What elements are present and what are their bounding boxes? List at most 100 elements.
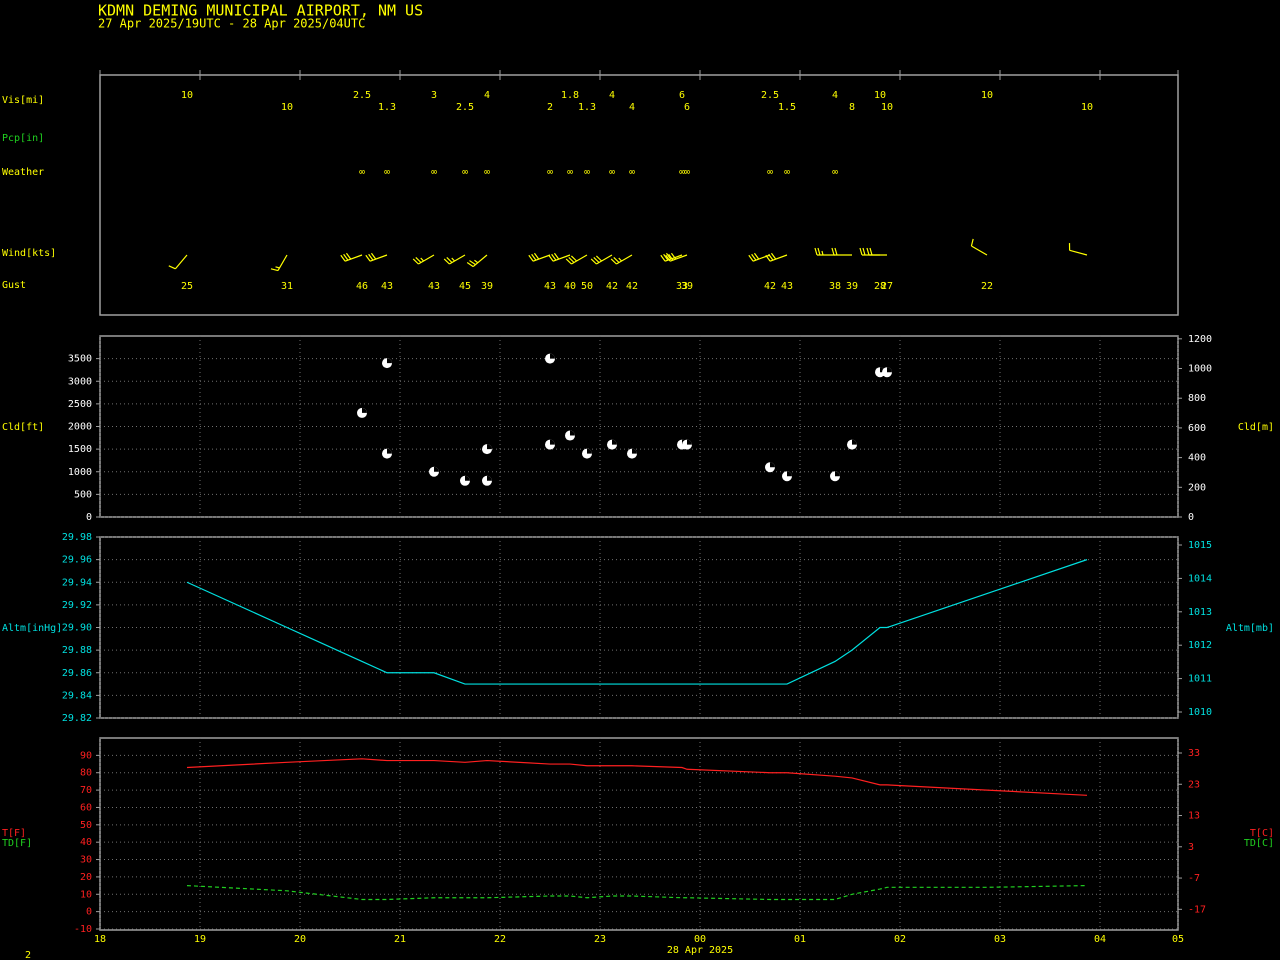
cloud-cover — [852, 439, 857, 445]
cloud-cover — [387, 448, 392, 454]
cloud-point — [627, 448, 637, 459]
row-label: Weather — [2, 167, 44, 178]
vis-value: 1.5 — [778, 102, 796, 113]
y-tick-label: 10 — [80, 889, 92, 900]
y2-tick-label: -7 — [1188, 873, 1200, 884]
weather-symbol: ∞ — [384, 167, 390, 178]
y-axis-label: TD[F] — [2, 838, 32, 849]
wind-barb — [528, 252, 551, 262]
wind-barb — [610, 254, 633, 265]
cloud-point — [607, 439, 617, 450]
gust-value: 39 — [681, 281, 693, 292]
x-tick-label: 04 — [1094, 934, 1106, 945]
wind-barb — [590, 254, 613, 265]
wind-barb — [466, 254, 488, 268]
vis-value: 2.5 — [761, 90, 779, 101]
cloud-cover — [570, 430, 575, 436]
weather-symbol: ∞ — [609, 167, 615, 178]
gust-value: 39 — [481, 281, 493, 292]
wind-barb — [831, 247, 852, 256]
cloud-cover — [387, 358, 392, 364]
y-tick-label: 29.86 — [62, 668, 92, 679]
y2-tick-label: 33 — [1188, 748, 1200, 759]
cloud-cover — [787, 471, 792, 477]
vis-value: 10 — [1081, 102, 1093, 113]
vis-value: 8 — [849, 102, 855, 113]
wind-barb — [548, 252, 571, 262]
y2-tick-label: -17 — [1188, 904, 1206, 915]
cloud-point — [482, 475, 492, 486]
series-line — [186, 884, 1088, 901]
cloud-point — [830, 471, 840, 482]
series-line — [186, 559, 1088, 685]
x-tick-label: 05 — [1172, 934, 1184, 945]
wind-barb — [340, 252, 363, 262]
cloud-cover — [362, 407, 367, 413]
y-tick-label: 29.90 — [62, 623, 92, 634]
station-title: KDMN DEMING MUNICIPAL AIRPORT, NM US — [98, 2, 423, 20]
row-label: Vis[mi] — [2, 95, 44, 106]
wind-barb — [168, 254, 188, 270]
y2-tick-label: 200 — [1188, 482, 1206, 493]
y-tick-label: 30 — [80, 855, 92, 866]
x-tick-label: 03 — [994, 934, 1006, 945]
cloud-cover — [465, 475, 470, 481]
x-tick-label: 01 — [794, 934, 806, 945]
y2-tick-label: 400 — [1188, 453, 1206, 464]
gust-value: 22 — [981, 281, 993, 292]
vis-value: 6 — [679, 90, 685, 101]
y2-tick-label: 1010 — [1188, 707, 1212, 718]
wind-barb — [1068, 243, 1088, 256]
cloud-point — [545, 353, 555, 364]
vis-value: 1.3 — [578, 102, 596, 113]
y-tick-label: 20 — [80, 872, 92, 883]
y2-tick-label: 800 — [1188, 393, 1206, 404]
gust-value: 45 — [459, 281, 471, 292]
gust-value: 42 — [626, 281, 638, 292]
cloud-point — [565, 430, 575, 441]
y2-axis-label: Altm[mb] — [1226, 623, 1274, 634]
cloud-cover — [550, 353, 555, 359]
wind-barb — [412, 254, 435, 265]
vis-value: 10 — [181, 90, 193, 101]
vis-value: 4 — [629, 102, 635, 113]
y-tick-label: 50 — [80, 820, 92, 831]
weather-symbol: ∞ — [462, 167, 468, 178]
x-tick-label: 00 — [694, 934, 706, 945]
gust-value: 43 — [428, 281, 440, 292]
wind-barb — [748, 252, 771, 262]
cloud-point — [582, 448, 592, 459]
cloud-cover — [487, 475, 492, 481]
y-tick-label: -10 — [74, 924, 92, 935]
cloud-point — [765, 462, 775, 473]
gust-value: 40 — [564, 281, 576, 292]
weather-symbol: ∞ — [584, 167, 590, 178]
y-tick-label: 29.82 — [62, 713, 92, 724]
vis-value: 4 — [609, 90, 615, 101]
gust-value: 33 — [676, 281, 688, 292]
wind-barb — [814, 247, 835, 256]
cloud-cover — [835, 471, 840, 477]
vis-value: 10 — [874, 90, 886, 101]
wind-barb — [565, 254, 588, 265]
wind-barb — [866, 247, 887, 256]
y-tick-label: 3500 — [68, 354, 92, 365]
page-number: 2 — [25, 950, 31, 960]
x-tick-label: 22 — [494, 934, 506, 945]
vis-value: 2.5 — [353, 90, 371, 101]
cloud-point — [782, 471, 792, 482]
y2-tick-label: 600 — [1188, 423, 1206, 434]
y-axis-label: Altm[inHg] — [2, 623, 62, 634]
gust-value: 31 — [281, 281, 293, 292]
weather-symbol: ∞ — [484, 167, 490, 178]
weather-symbol: ∞ — [832, 167, 838, 178]
series-line — [186, 758, 1088, 796]
y-tick-label: 60 — [80, 802, 92, 813]
weather-symbol: ∞ — [547, 167, 553, 178]
weather-symbol: ∞ — [431, 167, 437, 178]
y-tick-label: 80 — [80, 768, 92, 779]
weather-symbol: ∞ — [629, 167, 635, 178]
y-tick-label: 29.92 — [62, 600, 92, 611]
cloud-cover — [887, 367, 892, 373]
y-axis-label: Cld[ft] — [2, 422, 44, 433]
